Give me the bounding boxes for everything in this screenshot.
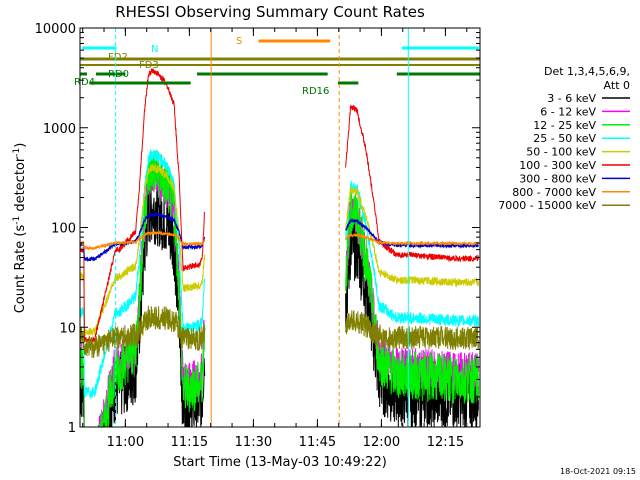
x-tick-label: 12:00: [363, 435, 400, 450]
x-tick-label: 12:15: [427, 435, 464, 450]
footer-timestamp: 18-Oct-2021 09:15: [560, 467, 636, 476]
legend-entry: 6 - 12 keV: [540, 105, 596, 118]
series-line: [79, 210, 206, 262]
y-tick-label: 1: [68, 421, 76, 436]
x-axis-label: Start Time (13-May-03 10:49:22): [173, 455, 387, 470]
legend-entry: 800 - 7000 keV: [512, 186, 596, 199]
flag-label: RD16: [302, 86, 329, 97]
y-axis-label-sup1: -1: [12, 216, 22, 225]
legend-entry: 100 - 300 keV: [519, 159, 596, 172]
series-line: [79, 229, 206, 251]
plot-lines: [79, 68, 479, 428]
chart-title: RHESSI Observing Summary Count Rates: [115, 3, 425, 21]
flag-label: FD2: [108, 52, 128, 63]
y-tick-label: 1000: [43, 122, 76, 137]
x-tick-label: 11:15: [171, 435, 208, 450]
legend-entry: 12 - 25 keV: [533, 119, 596, 132]
series-line: [79, 150, 206, 428]
y-axis-ticks: 1 10 100 1000 10000: [35, 22, 480, 436]
y-axis-label-sup2: -1: [12, 148, 22, 157]
series-line: [345, 233, 479, 247]
x-tick-label: 11:00: [107, 435, 144, 450]
series-line: [345, 186, 479, 288]
y-axis-label-post: ): [13, 143, 28, 148]
y-tick-label: 100: [51, 222, 76, 237]
flag-label: RD4: [74, 77, 95, 88]
flag-label: FD3: [139, 60, 159, 71]
y-tick-label: 10: [59, 321, 76, 336]
legend-entry: 50 - 100 keV: [526, 146, 596, 159]
series-line: [345, 185, 479, 404]
legend-entry: 7000 - 15000 keV: [498, 199, 596, 212]
series-line: [345, 310, 479, 350]
legend-header: Det 1,3,4,5,6,9,: [544, 65, 630, 78]
series-line: [79, 149, 206, 399]
legend-entry: 3 - 6 keV: [547, 92, 596, 105]
y-axis-label: Count Rate (s-1 detector-1): [12, 143, 28, 314]
legend-entry: 25 - 50 keV: [533, 132, 596, 145]
x-axis-ticks: 11:00 11:15 11:30 11:45 12:00 12:15: [82, 28, 468, 450]
series-line: [79, 305, 206, 358]
y-axis-label-pre: Count Rate (s: [13, 225, 28, 314]
y-tick-label: 10000: [35, 22, 76, 37]
flag-label: S: [236, 36, 242, 47]
flag-label: RD0: [108, 69, 129, 80]
series-line: [345, 180, 479, 329]
flag-label: N: [151, 44, 158, 55]
series-line: [79, 68, 205, 343]
y-axis-label-mid: detector: [13, 156, 28, 216]
legend-header: Att 0: [604, 79, 630, 92]
x-tick-label: 11:45: [299, 435, 336, 450]
legend-entry: 300 - 800 keV: [519, 172, 596, 185]
x-tick-label: 11:30: [235, 435, 272, 450]
series-line: [345, 104, 479, 263]
